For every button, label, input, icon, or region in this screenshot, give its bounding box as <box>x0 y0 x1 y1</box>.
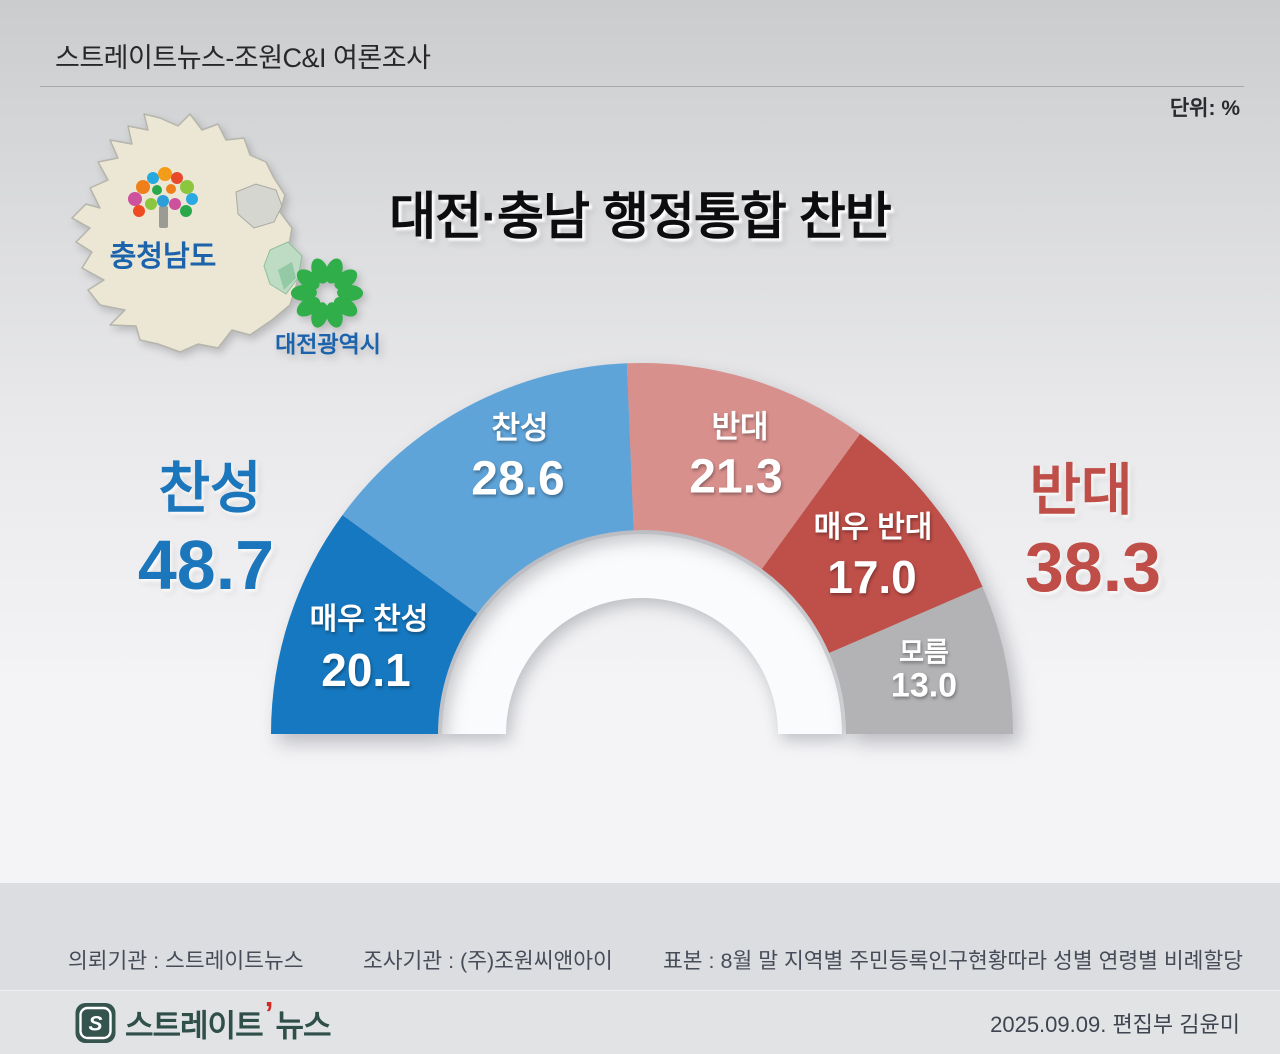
segment-label-very-oppose: 매우 반대 <box>813 511 933 544</box>
info-sample: 표본 : 8월 말 지역별 주민등록인구현황따라 성별 연령별 비례할당 <box>663 949 1244 973</box>
daejeon-flower-icon <box>290 258 364 328</box>
brand-text-sub: 뉴스 <box>275 1008 332 1043</box>
header-divider <box>40 86 1244 87</box>
info-agency: 조사기관 : (주)조원씨앤아이 <box>363 949 613 973</box>
info-client: 의뢰기관 : 스트레이트뉴스 <box>68 949 304 973</box>
segment-value-dont-know: 13.0 <box>890 666 958 705</box>
segment-value-oppose: 21.3 <box>689 450 783 504</box>
gauge-segment-oppose <box>626 362 861 569</box>
segment-label-oppose: 반대 <box>711 409 769 445</box>
unit-label: 단위: % <box>1169 97 1240 120</box>
segment-label-agree: 찬성 <box>491 410 549 446</box>
total-oppose-value: 38.3 <box>1024 528 1162 606</box>
segment-value-very-agree: 20.1 <box>321 644 411 696</box>
segment-label-dont-know: 모름 <box>899 637 949 668</box>
footer: S 스트레이트’ 뉴스 2025.09.09. 편집부 김윤미 <box>0 990 1280 1054</box>
svg-text:S: S <box>88 1012 102 1035</box>
gauge-segment-dont-know <box>829 586 1013 734</box>
info-line-client-agency: 의뢰기관 : 스트레이트뉴스 조사기관 : (주)조원씨앤아이 <box>68 948 633 976</box>
gauge-segment-very-oppose <box>761 433 983 653</box>
segment-value-agree: 28.6 <box>471 452 565 506</box>
chungnam-map: 충청남도 대전광역시 <box>71 113 381 357</box>
brand-accent-mark: ’ <box>264 995 274 1031</box>
gauge-segment-agree <box>342 363 634 614</box>
brand-text-main: 스트레이트 <box>125 1008 264 1043</box>
chart-title: 대전·충남 행정통합 찬반 <box>389 188 892 245</box>
total-agree-label: 찬성 <box>158 456 262 520</box>
gauge-inner-arch <box>442 534 842 734</box>
footer-credit: 2025.09.09. 편집부 김윤미 <box>990 1011 1240 1037</box>
province-label: 충청남도 <box>110 240 217 273</box>
header-title: 스트레이트뉴스-조원C&I 여론조사 <box>55 43 431 73</box>
total-agree-value: 48.7 <box>137 526 275 604</box>
gauge-segment-very-agree <box>271 515 478 734</box>
straightnews-logo: S 스트레이트’ 뉴스 <box>75 995 332 1045</box>
segment-value-very-oppose: 17.0 <box>827 551 917 603</box>
gauge-segments-group <box>271 362 1013 734</box>
gauge-inner-arch-group <box>442 534 842 734</box>
straightnews-logo-icon: S <box>75 1002 116 1043</box>
province-outline <box>71 113 301 353</box>
sejong-region <box>235 183 283 229</box>
daejeon-region-inner <box>278 262 296 290</box>
segment-label-very-agree: 매우 찬성 <box>309 603 429 636</box>
total-oppose-label: 반대 <box>1029 458 1133 522</box>
city-label: 대전광역시 <box>275 331 381 357</box>
chungnam-tree-icon <box>128 167 198 228</box>
